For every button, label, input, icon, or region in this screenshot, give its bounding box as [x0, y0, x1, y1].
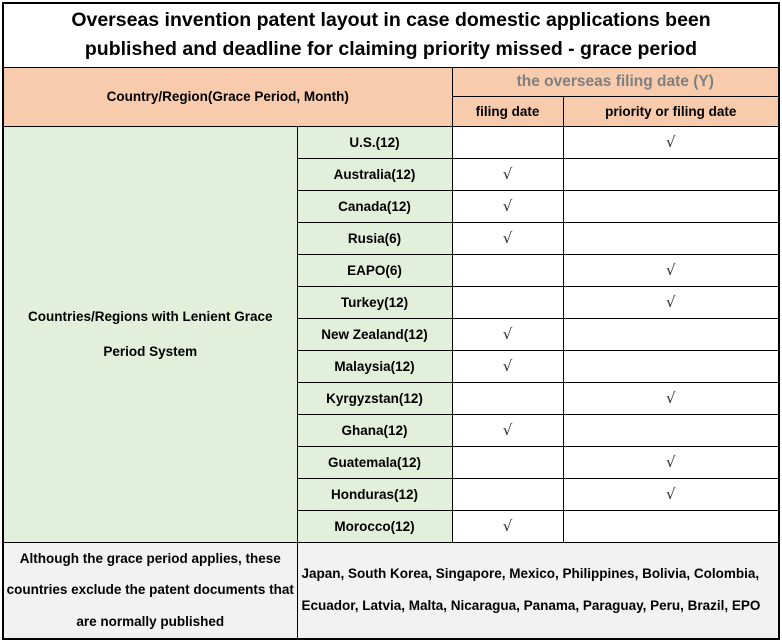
filing-date-cell: √	[451, 157, 564, 191]
header-country-region: Country/Region(Grace Period, Month)	[2, 66, 453, 127]
filing-date-cell: √	[451, 221, 564, 255]
table-row: EAPO(6) √	[3, 253, 780, 287]
country-cell: Ghana(12)	[296, 413, 453, 447]
filing-date-cell	[451, 477, 564, 511]
country-cell: Rusia(6)	[296, 221, 453, 255]
priority-cell: √	[562, 445, 780, 479]
country-cell: Australia(12)	[296, 157, 453, 191]
table-row: Kyrgyzstan(12) √	[3, 381, 780, 415]
priority-cell	[562, 189, 780, 223]
note-right-cell: Japan, South Korea, Singapore, Mexico, P…	[296, 541, 780, 640]
table-row: Guatemala(12) √	[3, 445, 780, 479]
country-cell: Morocco(12)	[296, 509, 453, 543]
table-row: Rusia(6) √	[3, 221, 780, 255]
priority-cell	[562, 157, 780, 191]
title-row: Overseas invention patent layout in case…	[2, 2, 780, 68]
filing-date-cell	[451, 381, 564, 415]
priority-cell	[562, 221, 780, 255]
page-title: Overseas invention patent layout in case…	[2, 2, 780, 68]
table-row: Morocco(12) √	[3, 509, 780, 543]
priority-cell: √	[562, 477, 780, 511]
priority-cell: √	[562, 253, 780, 287]
priority-cell: √	[562, 381, 780, 415]
filing-date-cell: √	[451, 509, 564, 543]
priority-cell	[562, 349, 780, 383]
country-cell: Kyrgyzstan(12)	[296, 381, 453, 415]
country-cell: U.S.(12)	[296, 125, 453, 159]
table-row: Canada(12) √	[3, 189, 780, 223]
country-cell: Honduras(12)	[296, 477, 453, 511]
country-cell: Canada(12)	[296, 189, 453, 223]
filing-date-cell: √	[451, 317, 564, 351]
header-overseas-filing-date: the overseas filing date (Y)	[451, 66, 780, 97]
priority-cell: √	[562, 125, 780, 159]
priority-cell	[562, 317, 780, 351]
note-left-cell: Although the grace period applies, these…	[2, 541, 298, 640]
header-row-2: filing date priority or filing date	[3, 95, 780, 127]
filing-date-cell	[451, 445, 564, 479]
country-cell: New Zealand(12)	[296, 317, 453, 351]
table-row: Honduras(12) √	[3, 477, 780, 511]
header-filing-date: filing date	[451, 95, 564, 127]
filing-date-cell: √	[451, 349, 564, 383]
priority-cell: √	[562, 285, 780, 319]
filing-date-cell: √	[451, 413, 564, 447]
filing-date-cell: √	[451, 189, 564, 223]
country-cell: EAPO(6)	[296, 253, 453, 287]
table-row: Countries/Regions with Lenient Grace Per…	[2, 125, 780, 543]
priority-cell	[562, 413, 780, 447]
header-priority-or-filing-date: priority or filing date	[562, 95, 780, 127]
table-row: Turkey(12) √	[3, 285, 780, 319]
country-cell: Malaysia(12)	[296, 349, 453, 383]
table-row: New Zealand(12) √	[3, 317, 780, 351]
priority-cell	[562, 509, 780, 543]
table-row: Australia(12) √	[3, 157, 780, 191]
header-row-1: Country/Region(Grace Period, Month) the …	[2, 66, 780, 127]
group-label: Countries/Regions with Lenient Grace Per…	[2, 125, 298, 543]
filing-date-cell	[451, 125, 564, 159]
country-cell: Guatemala(12)	[296, 445, 453, 479]
filing-date-cell	[451, 285, 564, 319]
table-row: Malaysia(12) √	[3, 349, 780, 383]
country-cell: Turkey(12)	[296, 285, 453, 319]
table-row: Ghana(12) √	[3, 413, 780, 447]
filing-date-cell	[451, 253, 564, 287]
note-row: Although the grace period applies, these…	[2, 541, 780, 640]
